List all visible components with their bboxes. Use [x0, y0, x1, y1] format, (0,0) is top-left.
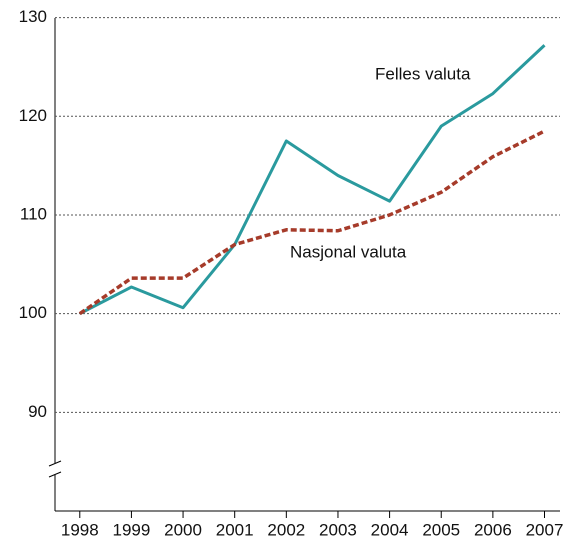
x-tick-label: 2007: [526, 520, 564, 539]
y-tick-label: 100: [19, 303, 47, 322]
y-tick-label: 110: [20, 204, 47, 223]
x-tick-label: 2003: [319, 520, 357, 539]
x-tick-label: 2005: [422, 520, 460, 539]
axis-break: [48, 471, 62, 478]
series-label: Felles valuta: [375, 64, 471, 83]
series-line: [78, 129, 546, 316]
y-tick-label: 120: [19, 106, 47, 125]
series-line: [79, 44, 546, 315]
x-tick-label: 2001: [216, 520, 254, 539]
x-tick-label: 2000: [164, 520, 202, 539]
series-label: Nasjonal valuta: [290, 242, 407, 261]
x-tick-label: 2004: [371, 520, 409, 539]
y-tick-label: 90: [28, 402, 47, 421]
x-tick-label: 1999: [113, 520, 151, 539]
x-tick-label: 1998: [61, 520, 99, 539]
y-tick-label: 130: [19, 7, 47, 26]
x-tick-label: 2002: [267, 520, 305, 539]
x-tick-label: 2006: [474, 520, 512, 539]
axis-break: [48, 460, 62, 467]
